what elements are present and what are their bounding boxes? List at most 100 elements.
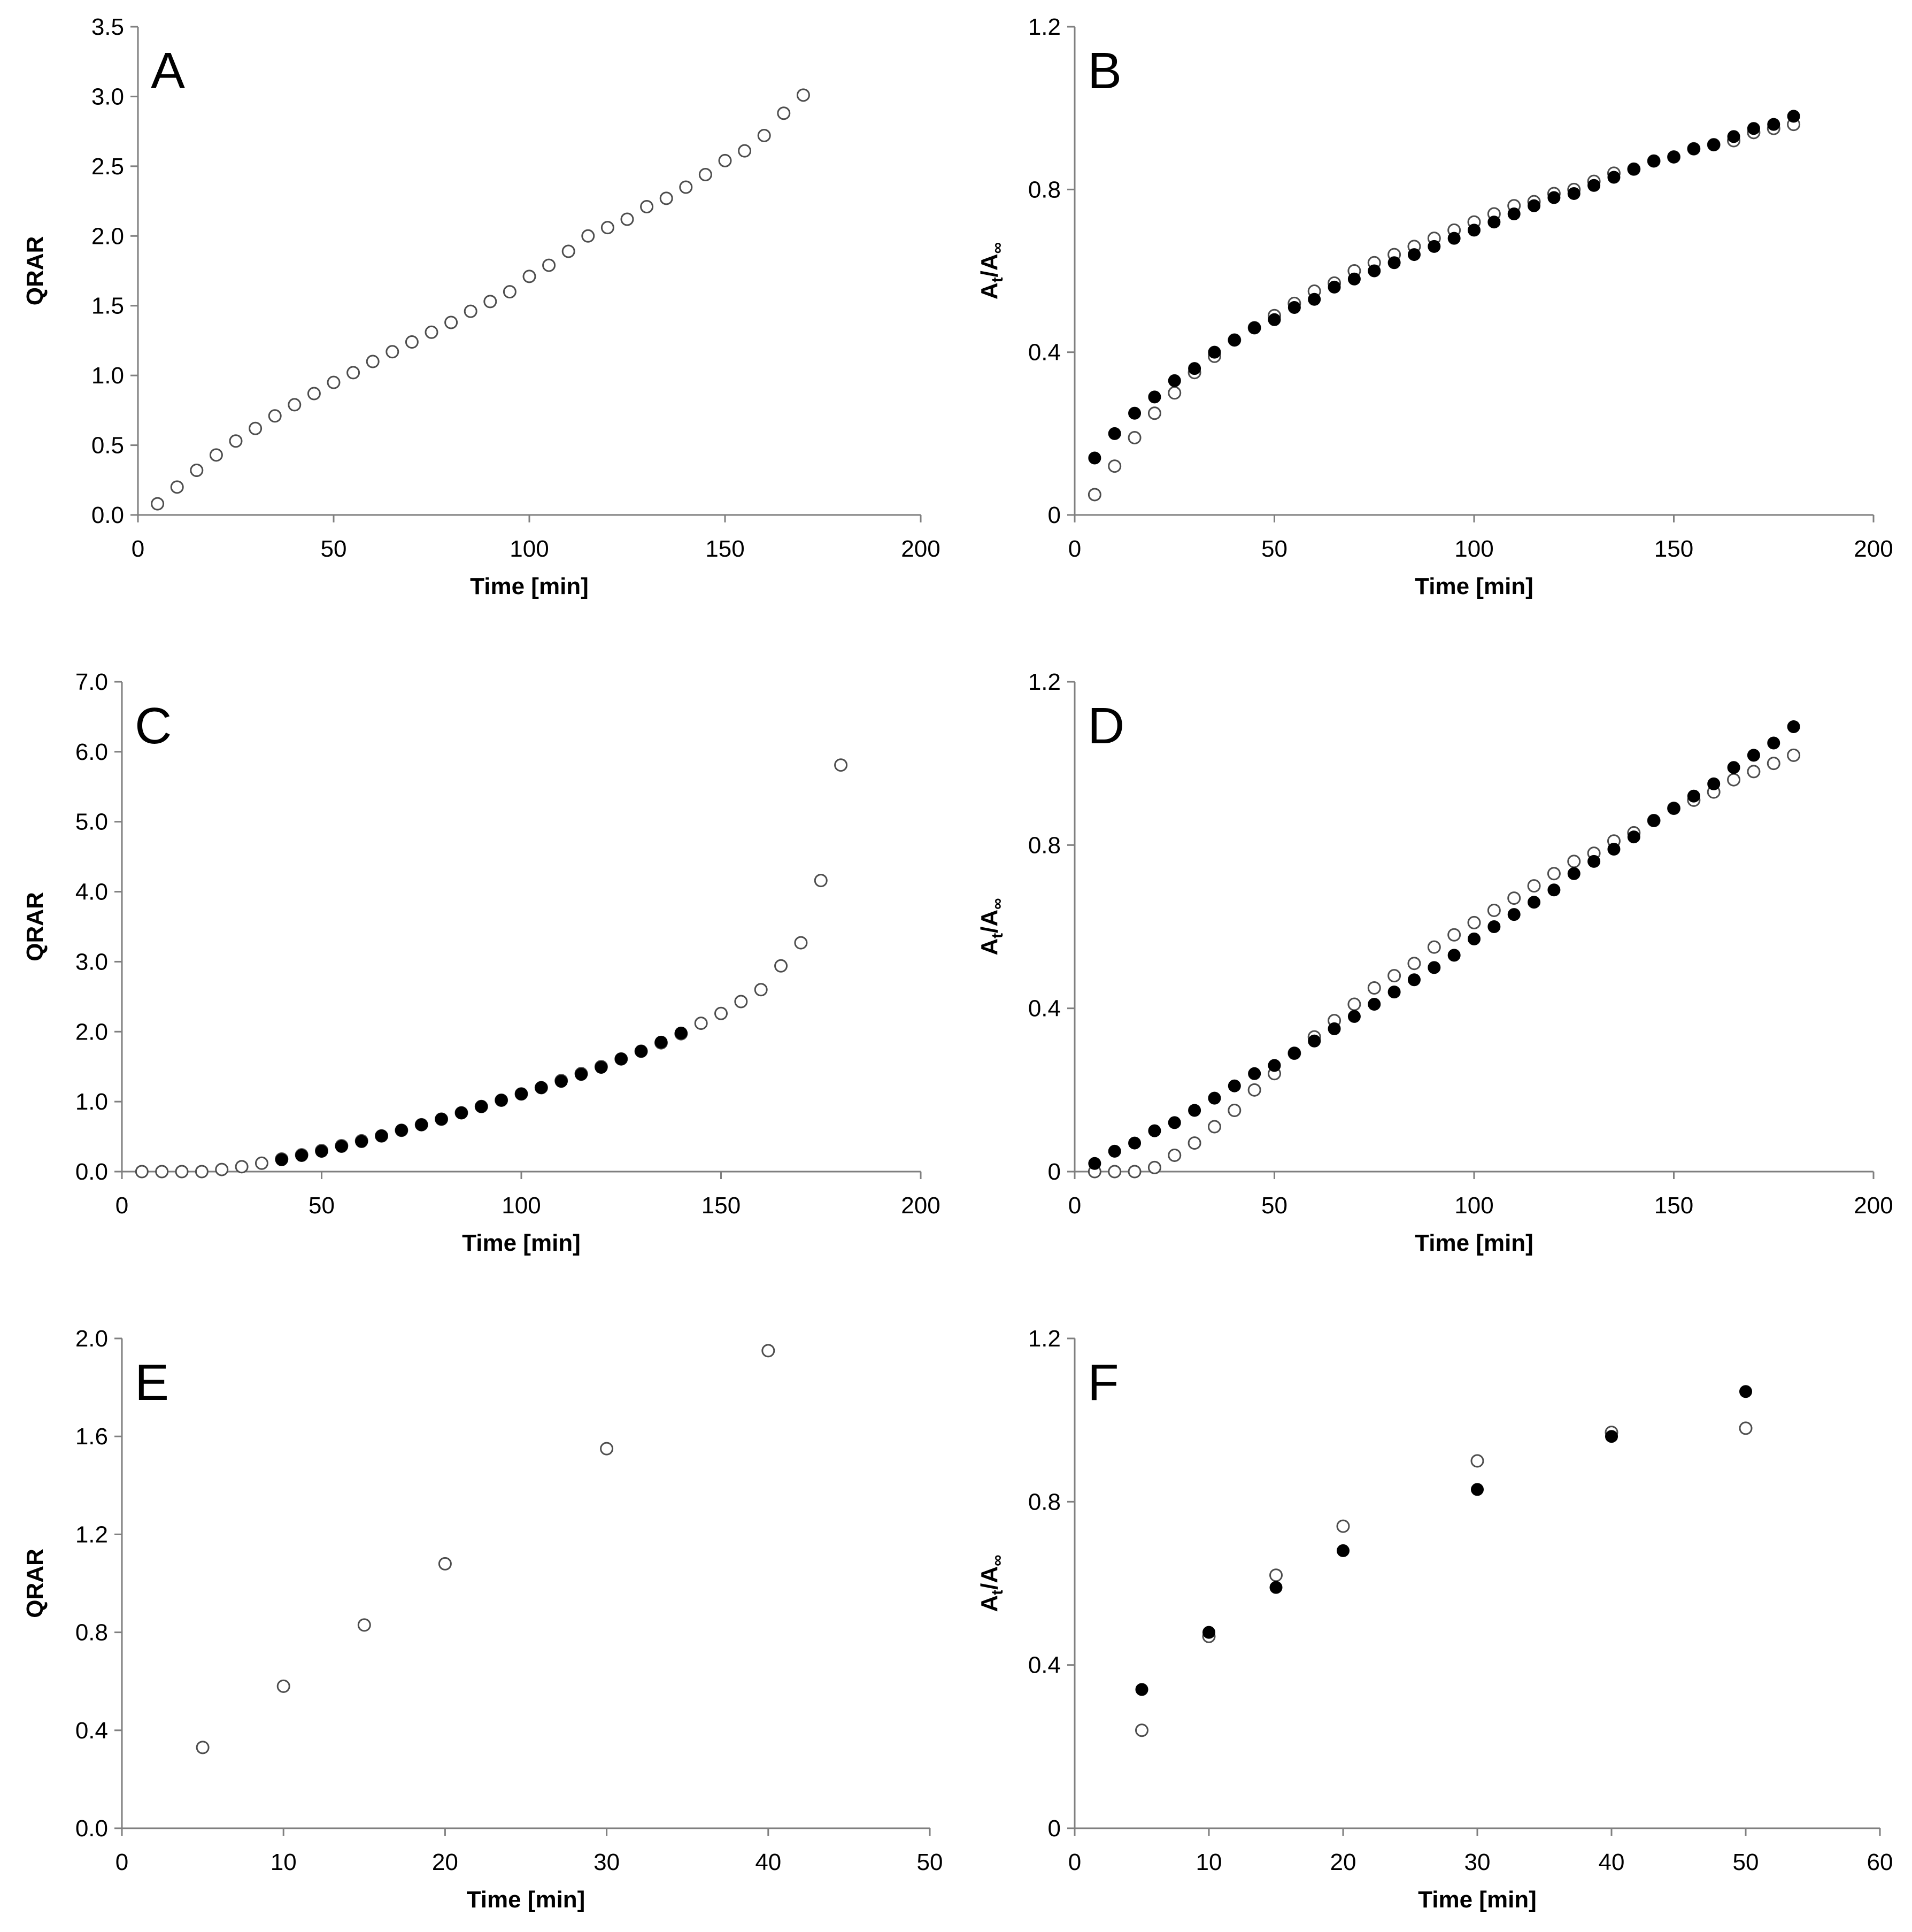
y-tick-label: 0.5 [91, 433, 124, 459]
series-open [151, 88, 810, 511]
data-point [1468, 224, 1481, 237]
data-point [1347, 997, 1361, 1011]
data-point [694, 1017, 708, 1030]
series-filled [1088, 110, 1800, 465]
data-point [659, 191, 673, 205]
y-tick-label: 1.0 [75, 1089, 108, 1115]
data-point [1368, 998, 1381, 1011]
y-tick-label: 3.0 [75, 949, 108, 975]
y-tick-label: 1.2 [1028, 669, 1061, 695]
data-point [1787, 748, 1801, 762]
x-axis-title: Time [min] [1415, 573, 1533, 599]
data-point [195, 1165, 209, 1179]
data-point [1507, 207, 1521, 220]
data-point [1447, 232, 1461, 245]
data-point [1707, 138, 1721, 151]
x-tick-label: 200 [1854, 1192, 1893, 1219]
data-point [190, 464, 204, 478]
series-open [1135, 1421, 1753, 1737]
data-point [209, 448, 223, 462]
x-tick-label: 20 [432, 1849, 458, 1875]
data-point [1747, 122, 1760, 135]
data-point [1128, 430, 1142, 444]
data-point [1471, 1483, 1484, 1496]
data-point [1148, 390, 1161, 404]
y-tick-label: 7.0 [75, 669, 108, 695]
data-point [275, 1153, 288, 1166]
data-point [1207, 1120, 1221, 1134]
data-point [135, 1165, 149, 1179]
data-point [1767, 757, 1780, 771]
data-point [425, 325, 438, 339]
data-point [1188, 1104, 1201, 1117]
x-axis-title: Time [min] [462, 1230, 581, 1256]
x-tick-label: 20 [1330, 1849, 1356, 1875]
x-tick-label: 150 [701, 1192, 741, 1219]
x-tick-label: 50 [1261, 1192, 1287, 1219]
data-point [1108, 459, 1122, 473]
x-tick-label: 0 [115, 1849, 128, 1875]
y-axis-title: QRAR [22, 1549, 48, 1618]
y-tick-label: 0.4 [1028, 996, 1061, 1022]
data-point [1108, 1165, 1122, 1179]
data-point [155, 1165, 169, 1179]
panel-c: 0.0 1.0 2.0 3.0 4.0 5.0 6.0 7.0 0 50 100 150 200 Time… [22, 669, 940, 1256]
data-point [1487, 903, 1501, 917]
data-point [1135, 1723, 1148, 1737]
data-point [295, 1149, 309, 1162]
data-point [346, 366, 360, 380]
data-point [1427, 940, 1441, 954]
data-point [483, 295, 497, 309]
data-point [229, 434, 243, 448]
x-tick-label: 40 [1599, 1849, 1625, 1875]
x-axis-title: Time [min] [1418, 1887, 1537, 1913]
data-point [1336, 1519, 1350, 1533]
data-point [355, 1135, 368, 1148]
data-point [464, 304, 477, 318]
x-tick-label: 10 [271, 1849, 297, 1875]
data-point [1387, 256, 1401, 270]
y-tick-label: 1.2 [1028, 14, 1061, 40]
panel-b: 0 0.4 0.8 1.2 0 50 100 150 200 Time [min] At/A∞ B [976, 14, 1893, 599]
data-point [1470, 1454, 1484, 1468]
data-point [522, 270, 536, 283]
y-tick-label: 0.4 [1028, 1652, 1061, 1679]
data-point [1747, 765, 1761, 779]
data-point [1328, 1022, 1341, 1035]
data-point [794, 936, 808, 950]
data-point [1188, 362, 1201, 375]
data-point [357, 1618, 371, 1632]
data-point [170, 480, 184, 494]
data-point [1168, 1148, 1182, 1162]
data-point [1547, 867, 1561, 881]
data-point [718, 153, 732, 167]
data-point [1347, 1010, 1361, 1023]
x-tick-label: 0 [1068, 536, 1081, 562]
panel-letter: C [135, 697, 172, 755]
data-point [1208, 1091, 1221, 1105]
data-point [276, 1679, 290, 1693]
data-point [1727, 130, 1740, 143]
data-point [614, 1052, 628, 1066]
data-point [777, 106, 791, 120]
series-filled [275, 1026, 688, 1166]
data-point [1368, 264, 1381, 278]
x-tick-label: 60 [1867, 1849, 1893, 1875]
x-tick-label: 200 [901, 536, 940, 562]
data-point [635, 1044, 648, 1058]
data-point [1428, 961, 1441, 974]
data-point [255, 1156, 268, 1170]
data-point [235, 1160, 249, 1174]
data-point [1567, 855, 1581, 868]
data-point [1739, 1385, 1752, 1398]
data-point [1507, 908, 1521, 921]
data-point [561, 244, 575, 258]
x-tick-label: 50 [321, 536, 347, 562]
x-tick-label: 100 [502, 1192, 541, 1219]
data-point [774, 959, 788, 973]
y-tick-label: 0.8 [1028, 832, 1061, 858]
data-point [375, 1129, 388, 1143]
data-point [714, 1006, 728, 1020]
data-point [761, 1344, 775, 1358]
